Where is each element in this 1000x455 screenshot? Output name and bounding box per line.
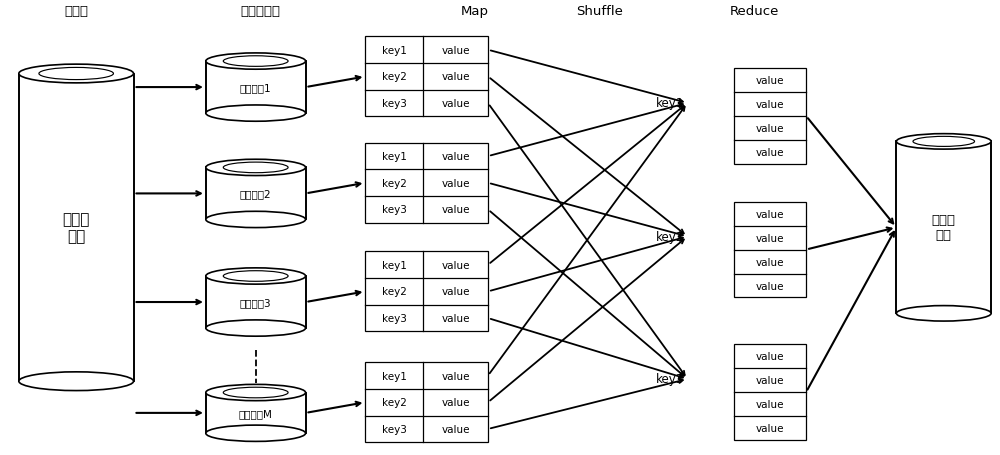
Text: value: value [441, 287, 470, 297]
Text: 输入数
据集: 输入数 据集 [62, 212, 90, 244]
Text: key3: key3 [382, 205, 407, 215]
Text: value: value [441, 99, 470, 109]
Bar [365, 143, 488, 223]
Text: value: value [441, 205, 470, 215]
Text: value: value [441, 152, 470, 162]
Text: key3: key3 [656, 373, 684, 385]
Text: value: value [756, 399, 784, 409]
Text: value: value [441, 46, 470, 56]
Text: value: value [441, 371, 470, 381]
Ellipse shape [19, 65, 134, 84]
Text: value: value [441, 260, 470, 270]
Text: value: value [441, 72, 470, 82]
Ellipse shape [206, 268, 306, 284]
Ellipse shape [206, 54, 306, 70]
Bar [206, 62, 306, 114]
Ellipse shape [896, 134, 991, 150]
Text: 数据子集1: 数据子集1 [240, 83, 271, 93]
Text: key3: key3 [382, 313, 407, 324]
Text: value: value [441, 178, 470, 188]
Text: value: value [756, 351, 784, 361]
Text: 切分数据集: 切分数据集 [241, 5, 281, 18]
Bar [365, 252, 488, 332]
Bar [19, 74, 134, 381]
Bar [365, 37, 488, 117]
Text: value: value [756, 100, 784, 110]
Text: key1: key1 [382, 371, 407, 381]
Text: key3: key3 [382, 99, 407, 109]
Text: value: value [756, 257, 784, 267]
Text: Reduce: Reduce [730, 5, 779, 18]
Text: key2: key2 [382, 178, 407, 188]
Ellipse shape [206, 320, 306, 336]
Text: key2: key2 [656, 230, 684, 243]
Text: key1: key1 [382, 260, 407, 270]
Text: Shuffle: Shuffle [576, 5, 623, 18]
Text: value: value [441, 313, 470, 324]
Text: value: value [756, 423, 784, 433]
Text: 数据子集2: 数据子集2 [240, 189, 271, 199]
Text: key1: key1 [656, 97, 684, 110]
Text: 数据子集M: 数据子集M [239, 408, 273, 418]
Ellipse shape [206, 384, 306, 401]
Bar [365, 362, 488, 442]
Text: 输出数
据集: 输出数 据集 [932, 214, 956, 242]
Ellipse shape [206, 425, 306, 441]
Text: value: value [756, 233, 784, 243]
Text: Map: Map [461, 5, 489, 18]
Text: value: value [441, 424, 470, 434]
Text: 数据子集3: 数据子集3 [240, 298, 271, 307]
Text: value: value [756, 148, 784, 158]
Bar [734, 344, 806, 440]
Bar [896, 142, 991, 313]
Text: key2: key2 [382, 287, 407, 297]
Ellipse shape [206, 106, 306, 122]
Text: key2: key2 [382, 397, 407, 407]
Text: value: value [756, 209, 784, 219]
Text: 数据集: 数据集 [64, 5, 88, 18]
Bar [206, 168, 306, 220]
Text: value: value [756, 76, 784, 86]
Ellipse shape [896, 306, 991, 321]
Bar [206, 393, 306, 433]
Bar [734, 69, 806, 165]
Ellipse shape [19, 372, 134, 391]
Text: key2: key2 [382, 72, 407, 82]
Bar [206, 276, 306, 329]
Text: value: value [756, 375, 784, 385]
Text: value: value [441, 397, 470, 407]
Ellipse shape [206, 160, 306, 176]
Text: key1: key1 [382, 152, 407, 162]
Ellipse shape [206, 212, 306, 228]
Text: value: value [756, 281, 784, 291]
Text: value: value [756, 124, 784, 134]
Text: key3: key3 [382, 424, 407, 434]
Text: key1: key1 [382, 46, 407, 56]
Bar [734, 202, 806, 298]
